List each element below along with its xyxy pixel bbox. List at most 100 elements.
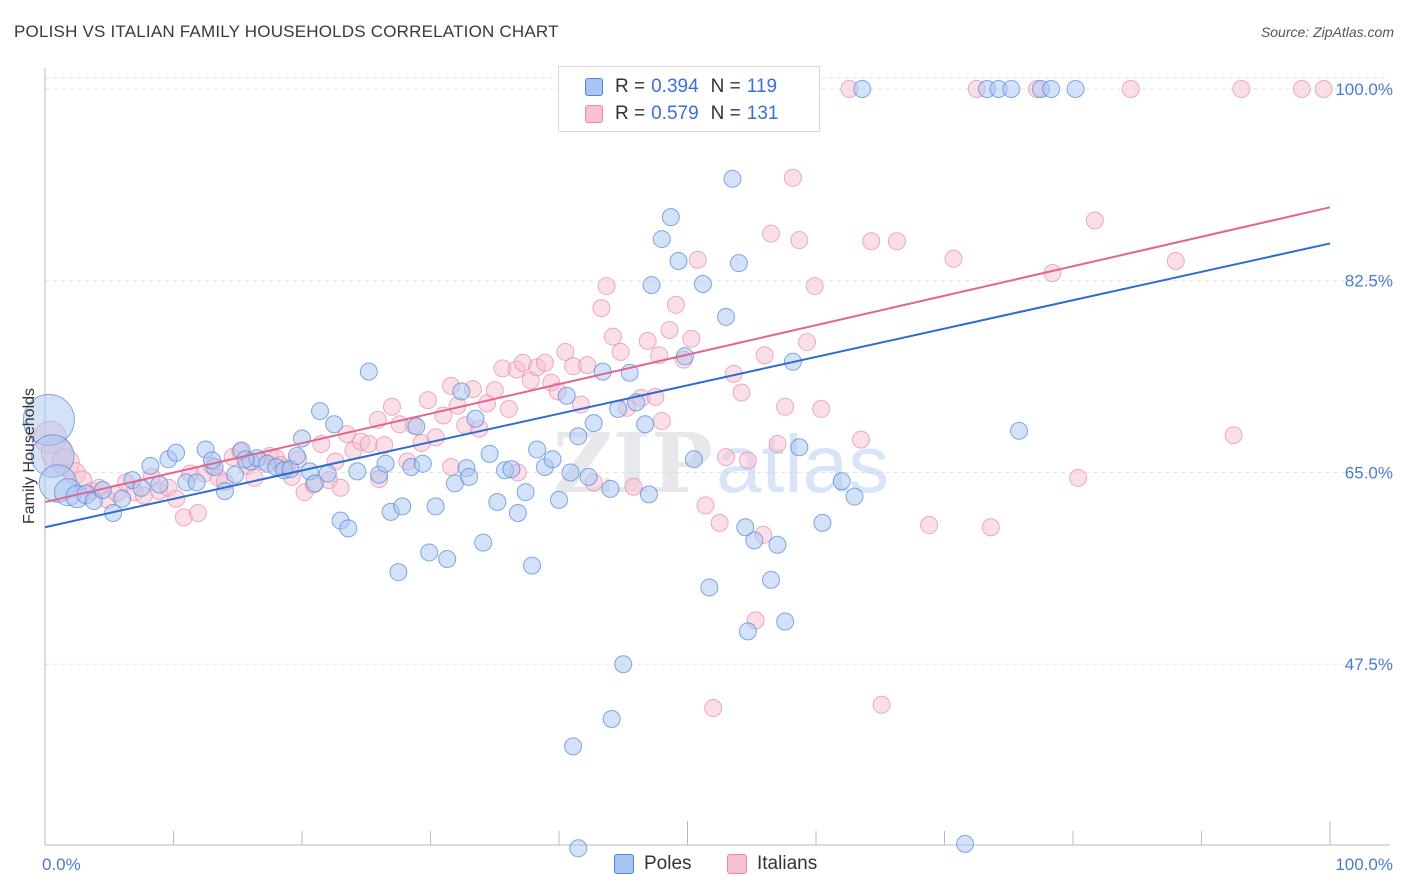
poles-point	[561, 463, 580, 482]
poles-point	[474, 533, 493, 552]
bottom-italians-swatch	[727, 854, 747, 874]
poles-point	[339, 519, 358, 538]
y-tick-label: 100.0%	[1335, 80, 1393, 99]
italians-point	[624, 477, 643, 496]
italians-point	[944, 249, 963, 268]
poles-point	[528, 440, 547, 459]
poles-point	[669, 251, 688, 270]
poles-point	[569, 839, 588, 858]
poles-point	[389, 563, 408, 582]
poles-swatch	[585, 78, 603, 96]
poles-point	[215, 482, 234, 501]
italians-point	[188, 503, 207, 522]
italians-point	[556, 342, 575, 361]
poles-point	[564, 737, 583, 756]
poles-point	[516, 483, 535, 502]
poles-point	[642, 276, 661, 295]
italians-point	[418, 391, 437, 410]
poles-point	[508, 503, 527, 522]
poles-point	[853, 79, 872, 98]
italians-point	[375, 436, 394, 455]
poles-point	[226, 465, 245, 484]
italians-point	[688, 250, 707, 269]
poles-point	[325, 415, 344, 434]
italians-swatch	[585, 105, 603, 123]
poles-point	[639, 485, 658, 504]
italians-point	[762, 224, 781, 243]
poles-point	[480, 444, 499, 463]
italians-point	[981, 518, 1000, 537]
bottom-legend-italians: Italians	[727, 852, 817, 876]
poles-point	[584, 414, 603, 433]
italians-point	[652, 411, 671, 430]
y-tick-label: 82.5%	[1345, 272, 1393, 291]
italians-point	[382, 397, 401, 416]
source-label: Source: ZipAtlas.com	[1260, 24, 1394, 40]
poles-point	[768, 535, 787, 554]
italians-point	[862, 232, 881, 251]
italians-trend-line	[44, 206, 1331, 504]
italians-point	[245, 468, 264, 487]
poles-point	[150, 475, 169, 494]
poles-point	[1066, 79, 1085, 98]
poles-point	[141, 456, 160, 475]
x-tick-label-max: 100.0%	[1335, 855, 1393, 874]
italians-point	[704, 699, 723, 718]
poles-point	[523, 556, 542, 575]
italians-point	[732, 383, 751, 402]
poles-point	[550, 490, 568, 509]
poles-r-value: 0.394	[651, 76, 699, 97]
italians-point	[790, 231, 809, 250]
italians-point	[738, 451, 757, 470]
italians-point	[812, 399, 831, 418]
poles-point	[426, 497, 445, 516]
poles-point	[569, 427, 588, 446]
italians-point	[597, 277, 616, 296]
italians-point	[578, 356, 597, 375]
italians-point	[920, 516, 939, 535]
poles-point	[717, 307, 736, 326]
poles-point	[452, 382, 471, 401]
italians-point	[887, 232, 906, 251]
legend-row-poles: R = 0.394 N = 119	[585, 75, 783, 99]
italians-point	[603, 327, 622, 346]
poles-point	[310, 402, 329, 421]
poles-point	[393, 497, 412, 516]
poles-point	[359, 362, 378, 381]
italians-point	[592, 299, 611, 318]
poles-point	[1002, 79, 1021, 98]
italians-point	[1292, 79, 1311, 98]
bottom-poles-label: Poles	[644, 853, 692, 874]
poles-point	[543, 450, 562, 469]
poles-point	[601, 479, 620, 498]
poles-point	[700, 578, 719, 597]
grid-lines	[45, 77, 1390, 665]
poles-point	[723, 169, 742, 188]
poles-point	[187, 473, 206, 492]
poles-point	[684, 450, 703, 469]
italians-point	[1224, 426, 1243, 445]
poles-point	[113, 489, 132, 508]
poles-trend-line	[44, 242, 1331, 529]
poles-point	[738, 622, 757, 641]
tick-labels: 47.5% 65.0% 82.5% 100.0% 0.0% 100.0%	[42, 80, 1393, 874]
poles-point	[438, 550, 457, 569]
poles-point	[1010, 421, 1029, 440]
poles-point	[693, 274, 712, 293]
bottom-legend-poles: Poles	[614, 852, 692, 876]
poles-n-value: 119	[746, 76, 778, 97]
poles-point	[845, 487, 864, 506]
italians-point	[872, 695, 891, 714]
italians-point	[331, 478, 350, 497]
poles-point	[614, 655, 633, 674]
italians-r-label: R =	[615, 103, 646, 124]
italians-point	[442, 457, 461, 476]
poles-point	[745, 531, 764, 550]
italians-point	[535, 353, 554, 372]
italians-point	[696, 496, 715, 515]
italians-r-value: 0.579	[651, 103, 699, 124]
legend-row-italians: R = 0.579 N = 131	[585, 102, 784, 126]
poles-point	[813, 513, 832, 532]
poles-point	[593, 362, 612, 381]
trend-lines	[44, 206, 1331, 529]
